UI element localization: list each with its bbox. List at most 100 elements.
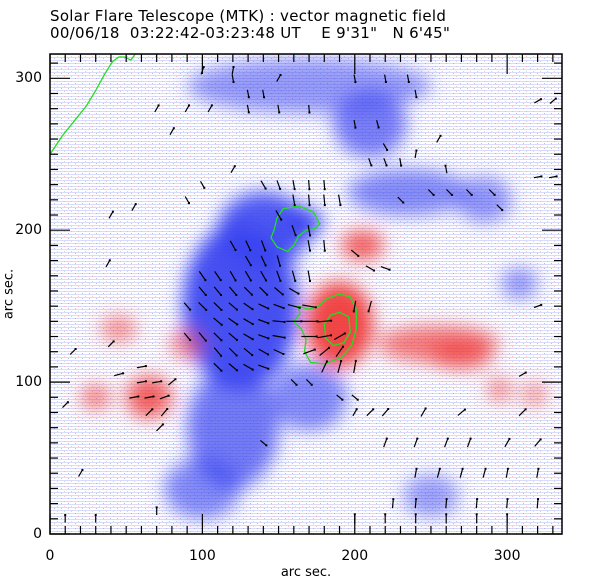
noise-speckle: [50, 54, 562, 534]
field-vector: [414, 468, 418, 478]
field-vector-head: [279, 264, 281, 267]
field-vector: [277, 104, 280, 113]
field-vector: [366, 408, 374, 417]
field-vector: [287, 304, 300, 309]
field-vector-head: [450, 193, 453, 196]
polarity-region-positive-east-far: [430, 339, 492, 370]
y-tick-label: 300: [15, 70, 42, 87]
field-vector: [384, 74, 387, 83]
field-vector-head: [388, 268, 391, 271]
field-vector-head: [424, 407, 427, 410]
field-vector: [276, 74, 282, 82]
field-vector-head: [493, 193, 496, 196]
field-vector: [308, 194, 311, 206]
field-vector: [214, 271, 222, 281]
field-vector: [243, 318, 253, 325]
field-vector-head: [476, 498, 479, 501]
field-vector: [276, 180, 281, 190]
x-tick-label: 200: [341, 548, 369, 564]
field-vector: [506, 499, 509, 509]
contour-neg-spot-contour: [270, 205, 321, 253]
field-vector: [352, 408, 358, 417]
y-tick-label: 100: [15, 374, 42, 391]
field-vector: [199, 181, 205, 189]
field-vector-head: [251, 338, 254, 341]
field-vector-head: [330, 319, 333, 322]
field-vector: [475, 499, 478, 509]
field-vector: [144, 395, 154, 399]
y-axis-title: arc sec.: [1, 268, 17, 320]
field-vector-head: [251, 308, 254, 311]
field-vector: [156, 423, 164, 432]
field-vector: [246, 89, 250, 98]
field-vector: [258, 334, 269, 339]
field-vector-head: [439, 134, 442, 137]
field-vector-head: [220, 369, 223, 372]
field-vector-head: [415, 149, 418, 152]
field-vector-head: [204, 294, 207, 296]
field-vector-head: [415, 96, 418, 99]
field-vector-head: [266, 293, 269, 296]
field-vector-head: [249, 249, 252, 252]
field-vector-head: [283, 336, 286, 339]
field-vector-head: [267, 353, 269, 356]
field-vector-head: [555, 175, 558, 178]
field-vector-head: [297, 292, 300, 295]
field-vector: [231, 74, 235, 83]
field-vector-head: [188, 104, 190, 107]
field-vector: [353, 119, 356, 128]
field-vector-head: [267, 322, 270, 325]
field-vector-head: [220, 339, 223, 342]
field-vector-head: [265, 279, 267, 282]
field-vector-head: [144, 380, 147, 383]
field-vector: [353, 360, 357, 374]
field-vector: [466, 438, 472, 448]
field-vector: [291, 270, 296, 282]
field-vector-head: [210, 104, 213, 107]
field-vector: [259, 286, 268, 296]
field-vector-head: [293, 188, 296, 191]
observation-time-range: 03:22:42-03:23:48 UT: [129, 24, 301, 42]
field-vector: [184, 196, 190, 204]
field-vector-head: [283, 320, 286, 323]
field-vector: [198, 301, 207, 311]
field-vector-head: [330, 334, 332, 337]
field-vector: [213, 332, 222, 341]
field-vector: [445, 499, 448, 509]
field-vector-head: [94, 514, 97, 516]
field-vector: [292, 179, 296, 190]
field-vector: [274, 287, 284, 295]
field-vector: [307, 240, 311, 251]
field-vector-head: [414, 513, 417, 516]
field-vector: [136, 365, 147, 369]
plot-frame: [49, 53, 563, 535]
field-vector-head: [475, 513, 478, 516]
field-vector-head: [81, 469, 84, 471]
field-vector: [273, 348, 284, 355]
field-vector-head: [235, 354, 238, 357]
field-vector-head: [249, 279, 252, 282]
field-vector: [159, 395, 169, 400]
field-vector-head: [377, 126, 380, 129]
field-vector: [245, 240, 251, 251]
field-vector-head: [387, 408, 390, 410]
field-vector-head: [267, 307, 270, 310]
x-axis-title: arc sec.: [280, 565, 332, 580]
field-vector: [382, 143, 388, 151]
field-vector: [420, 408, 427, 417]
field-vector-head: [309, 249, 311, 252]
field-vector: [317, 334, 332, 339]
field-vector: [243, 286, 253, 296]
field-vector: [260, 240, 266, 251]
field-vector-head: [373, 269, 375, 272]
field-vector: [534, 98, 542, 104]
chart-title: Solar Flare Telescope (MTK) : vector mag…: [50, 7, 447, 25]
field-vector: [258, 348, 269, 355]
x-tick-label: 100: [189, 548, 216, 564]
field-vector: [381, 408, 389, 417]
field-vector: [288, 287, 299, 295]
x-tick-label: 300: [493, 548, 521, 564]
field-vector-head: [342, 345, 344, 348]
field-vector-head: [205, 308, 208, 311]
polarity-region-negative-ne-2: [347, 169, 470, 216]
